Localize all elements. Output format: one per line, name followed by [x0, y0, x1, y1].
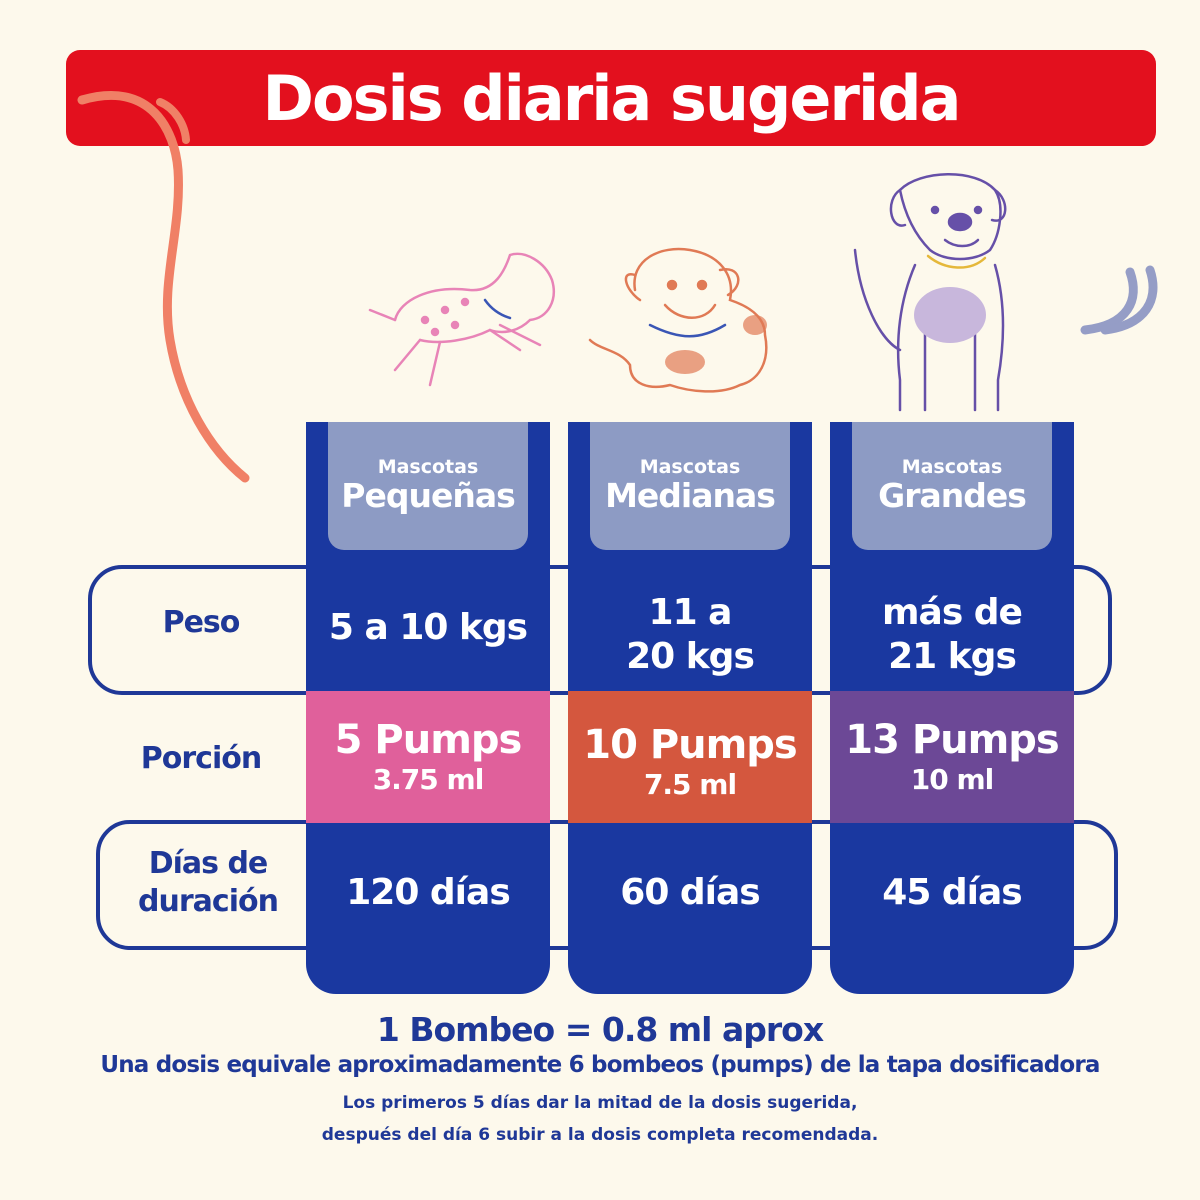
header-tab-medium: Mascotas Medianas — [590, 422, 790, 550]
peso-cell-small: 5 a 10 kgs — [306, 565, 550, 691]
porcion-cell-medium: 10 Pumps 7.5 ml — [568, 691, 812, 823]
dias-value: 45 días — [882, 872, 1022, 913]
row-label-dias-line2: duración — [138, 884, 279, 919]
footer-instruction-2: después del día 6 subir a la dosis compl… — [321, 1125, 879, 1145]
porcion-ml: 10 ml — [910, 763, 994, 796]
dias-cell-large: 45 días — [830, 823, 1074, 963]
footer-dosis-note: Una dosis equivale aproximadamente 6 bom… — [100, 1052, 1100, 1078]
small-dog-illustration — [368, 252, 555, 387]
footer-instruction-1: Los primeros 5 días dar la mitad de la d… — [342, 1093, 858, 1113]
peso-value-line1: 11 a — [648, 592, 733, 633]
peso-cell-medium: 11 a 20 kgs — [568, 575, 812, 695]
row-label-porcion: Porción — [140, 741, 262, 776]
row-label-peso: Peso — [162, 605, 241, 640]
porcion-ml: 7.5 ml — [643, 768, 737, 801]
header-medium-size: Medianas — [605, 476, 776, 515]
header-small-label: Mascotas — [377, 456, 479, 478]
large-dog-illustration — [853, 173, 1007, 412]
row-label-dias-line1: Días de — [148, 846, 269, 881]
header-tab-large: Mascotas Grandes — [852, 422, 1052, 550]
page-title: Dosis diaria sugerida — [262, 61, 962, 135]
title-banner — [66, 50, 1156, 146]
header-small-size: Pequeñas — [341, 476, 515, 515]
swirl-decoration — [77, 90, 1158, 483]
peso-cell-large: más de 21 kgs — [830, 575, 1074, 695]
row-label-dias: Días de duración — [110, 845, 306, 921]
dias-cell-small: 120 días — [306, 823, 550, 963]
porcion-ml: 3.75 ml — [372, 763, 485, 796]
dias-value: 120 días — [346, 872, 511, 913]
porcion-pumps: 10 Pumps — [583, 722, 798, 768]
peso-value-line1: más de — [882, 592, 1023, 633]
porcion-cell-large: 13 Pumps 10 ml — [830, 691, 1074, 823]
porcion-cell-small: 5 Pumps 3.75 ml — [306, 691, 550, 823]
header-large-size: Grandes — [878, 476, 1027, 515]
header-medium-label: Mascotas — [639, 456, 741, 478]
porcion-pumps: 5 Pumps — [334, 717, 523, 763]
footer-bombeo: 1 Bombeo = 0.8 ml aprox — [376, 1010, 824, 1049]
dias-cell-medium: 60 días — [568, 823, 812, 963]
peso-value-line2: 20 kgs — [626, 636, 755, 677]
peso-value-line2: 21 kgs — [888, 636, 1017, 677]
dias-value: 60 días — [620, 872, 760, 913]
porcion-pumps: 13 Pumps — [845, 717, 1060, 763]
medium-dog-illustration — [588, 247, 768, 393]
header-large-label: Mascotas — [901, 456, 1003, 478]
peso-value: 5 a 10 kgs — [328, 607, 528, 648]
header-tab-small: Mascotas Pequeñas — [328, 422, 528, 550]
